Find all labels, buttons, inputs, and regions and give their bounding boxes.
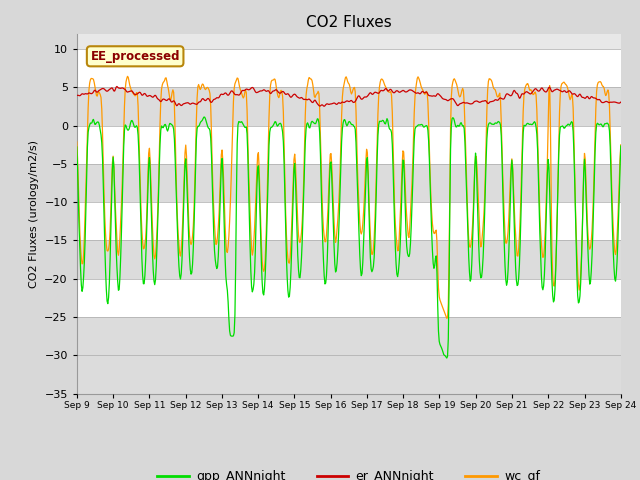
Bar — [77, 240, 621, 279]
Bar — [77, 87, 621, 125]
Legend: gpp_ANNnight, er_ANNnight, wc_gf: gpp_ANNnight, er_ANNnight, wc_gf — [152, 465, 545, 480]
Bar — [77, 355, 621, 394]
Title: CO2 Fluxes: CO2 Fluxes — [306, 15, 392, 30]
Bar — [77, 202, 621, 240]
Bar — [77, 279, 621, 317]
Bar — [77, 49, 621, 87]
Y-axis label: CO2 Fluxes (urology/m2/s): CO2 Fluxes (urology/m2/s) — [29, 140, 38, 288]
Bar — [77, 164, 621, 202]
Text: EE_processed: EE_processed — [90, 50, 180, 63]
Bar — [77, 317, 621, 355]
Bar — [77, 125, 621, 164]
